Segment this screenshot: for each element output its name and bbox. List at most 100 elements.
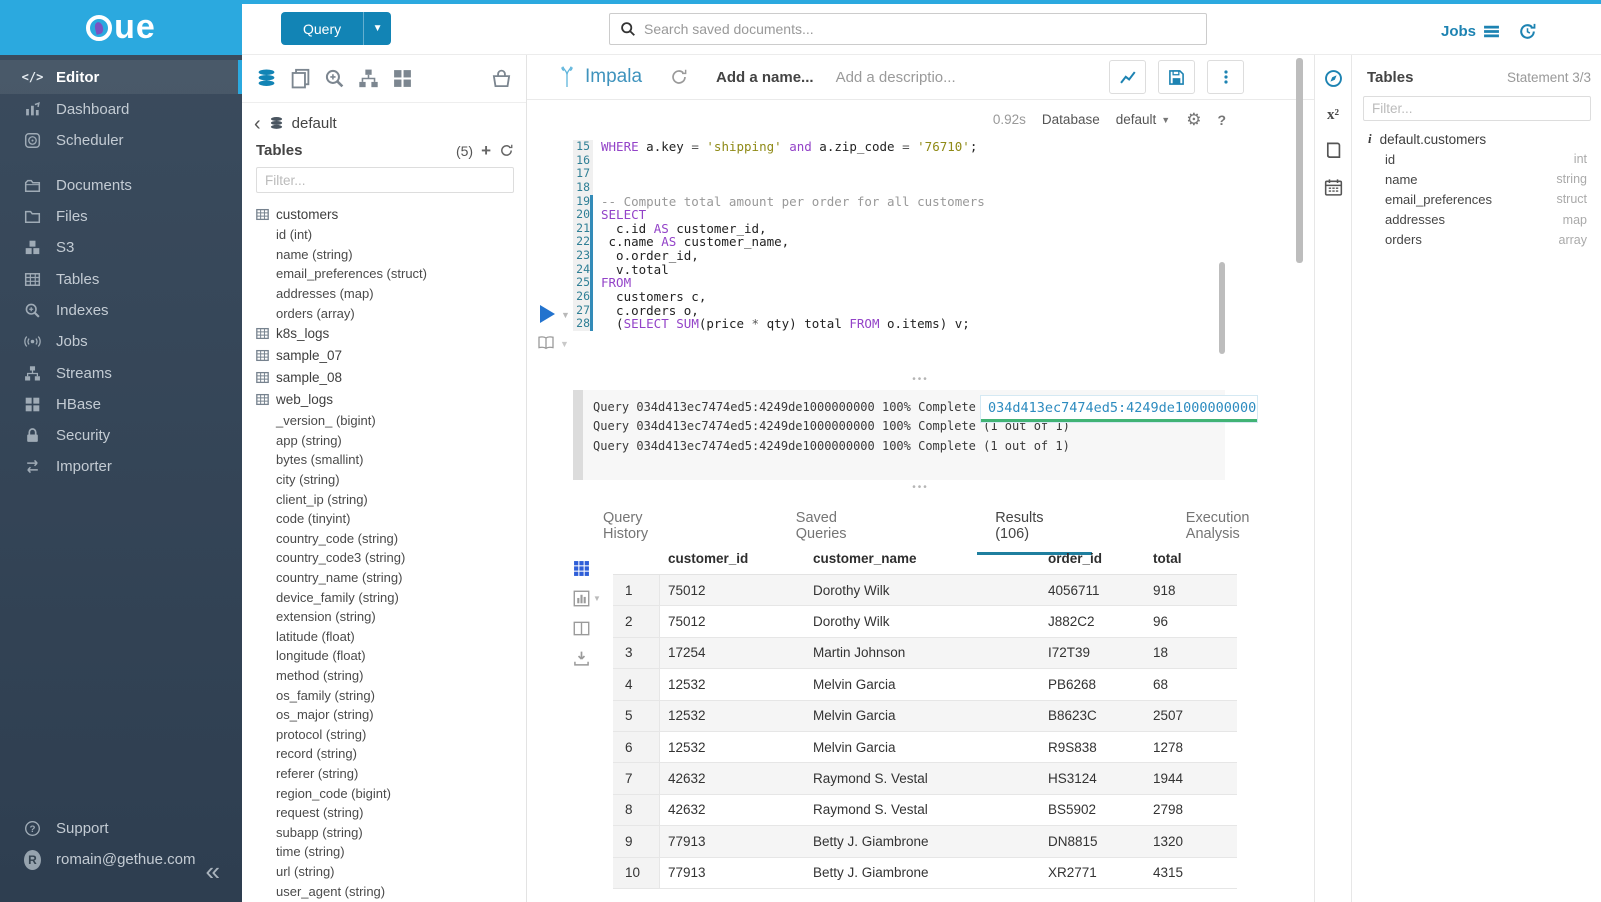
help-icon[interactable]: ? — [1217, 112, 1226, 128]
column-item[interactable]: method (string) — [256, 666, 526, 686]
table-row[interactable]: 175012Dorothy Wilk4056711918 — [613, 575, 1237, 606]
column-item[interactable]: region_code (bigint) — [256, 783, 526, 803]
column-item[interactable]: bytes (smallint) — [256, 450, 526, 470]
sidebar-item-jobs[interactable]: Jobs — [0, 326, 242, 357]
sidebar-item-importer[interactable]: Importer — [0, 451, 242, 482]
code-line-16[interactable]: 16 — [573, 154, 1254, 168]
query-split-button[interactable]: Query ▼ — [281, 12, 391, 45]
column-item[interactable]: os_family (string) — [256, 685, 526, 705]
sidebar-item-s3[interactable]: S3 — [0, 232, 242, 263]
right-column-name[interactable]: namestring — [1352, 169, 1601, 189]
query-history-icon[interactable] — [670, 68, 688, 86]
query-dropdown-caret-icon[interactable]: ▼ — [363, 12, 391, 45]
column-item[interactable]: subapp (string) — [256, 822, 526, 842]
grid-view-icon[interactable] — [573, 560, 590, 577]
column-item[interactable]: time (string) — [256, 842, 526, 862]
execute-options-caret-icon[interactable]: ▼ — [561, 310, 570, 320]
sidebar-item-dashboard[interactable]: Dashboard — [0, 94, 242, 125]
column-item[interactable]: os_major (string) — [256, 705, 526, 725]
assist-filter-input[interactable] — [265, 173, 505, 188]
table-row[interactable]: 977913Betty J. GiambroneDN88151320 — [613, 826, 1237, 857]
column-item[interactable]: country_code (string) — [256, 529, 526, 549]
panel-scrollbar[interactable] — [1296, 58, 1303, 263]
table-row[interactable]: 1077913Betty J. GiambroneXR27714315 — [613, 858, 1237, 889]
column-item[interactable]: addresses (map) — [256, 284, 526, 304]
search-plus-icon[interactable] — [324, 68, 345, 89]
code-line-23[interactable]: 23 o.order_id, — [573, 249, 1254, 263]
storage-bag-icon[interactable] — [491, 68, 512, 89]
column-item[interactable]: country_name (string) — [256, 568, 526, 588]
query-description-field[interactable]: Add a descriptio... — [836, 69, 956, 86]
column-item[interactable]: _version_ (bigint) — [256, 411, 526, 431]
explain-icon[interactable] — [537, 335, 555, 351]
column-header-total[interactable]: total — [1145, 551, 1237, 566]
engine-selector[interactable]: Impala — [557, 65, 642, 89]
active-table[interactable]: i default.customers — [1352, 127, 1601, 149]
sidebar-item-security[interactable]: Security — [0, 420, 242, 451]
history-icon[interactable] — [1518, 22, 1537, 41]
sidebar-item-editor[interactable]: </>Editor — [0, 60, 242, 94]
apps-grid-icon[interactable] — [392, 68, 413, 89]
code-line-26[interactable]: 26 customers c, — [573, 290, 1254, 304]
column-item[interactable]: id (int) — [256, 225, 526, 245]
right-column-orders[interactable]: ordersarray — [1352, 230, 1601, 250]
column-item[interactable]: user_agent (string) — [256, 881, 526, 901]
code-line-24[interactable]: 24 v.total — [573, 263, 1254, 277]
code-line-15[interactable]: 15WHERE a.key = 'shipping' and a.zip_cod… — [573, 140, 1254, 154]
column-item[interactable]: request (string) — [256, 803, 526, 823]
save-button[interactable] — [1158, 60, 1195, 94]
column-header-customer_name[interactable]: customer_name — [805, 551, 1040, 566]
collapse-sidebar-icon[interactable]: « — [206, 858, 220, 884]
column-item[interactable]: record (string) — [256, 744, 526, 764]
code-line-18[interactable]: 18 — [573, 181, 1254, 195]
column-header-order_id[interactable]: order_id — [1040, 551, 1145, 566]
sidebar-item-files[interactable]: Files — [0, 201, 242, 232]
table-row[interactable]: 842632Raymond S. VestalBS59022798 — [613, 795, 1237, 826]
right-column-email_preferences[interactable]: email_preferencesstruct — [1352, 189, 1601, 209]
functions-icon[interactable]: x² — [1315, 107, 1351, 124]
jobs-link[interactable]: Jobs — [1441, 23, 1500, 40]
table-item-k8s_logs[interactable]: k8s_logs — [256, 323, 526, 345]
table-row[interactable]: 612532Melvin GarciaR9S8381278 — [613, 732, 1237, 763]
code-line-28[interactable]: 28 (SELECT SUM(price * qty) total FROM o… — [573, 317, 1254, 331]
back-chevron-icon[interactable]: ‹ — [254, 118, 261, 130]
download-icon[interactable] — [573, 650, 590, 667]
database-dropdown[interactable]: default▼ — [1116, 112, 1170, 127]
sidebar-item-streams[interactable]: Streams — [0, 357, 242, 388]
query-name-field[interactable]: Add a name... — [716, 69, 814, 86]
column-item[interactable]: referer (string) — [256, 764, 526, 784]
column-item[interactable]: country_code3 (string) — [256, 548, 526, 568]
column-item[interactable]: orders (array) — [256, 303, 526, 323]
language-reference-book-icon[interactable] — [1324, 141, 1343, 160]
sidebar-item-scheduler[interactable]: Scheduler — [0, 125, 242, 156]
column-item[interactable]: protocol (string) — [256, 724, 526, 744]
code-line-19[interactable]: 19-- Compute total amount per order for … — [573, 195, 1254, 209]
column-header-customer_id[interactable]: customer_id — [660, 551, 805, 566]
code-line-27[interactable]: 27 c.orders o, — [573, 304, 1254, 318]
column-item[interactable]: client_ip (string) — [256, 489, 526, 509]
search-input[interactable] — [644, 21, 1196, 37]
sidebar-item-hbase[interactable]: HBase — [0, 389, 242, 420]
settings-gear-icon[interactable]: ⚙ — [1186, 110, 1201, 130]
column-item[interactable]: longitude (float) — [256, 646, 526, 666]
sidebar-item-support[interactable]: ? Support — [0, 813, 242, 844]
column-item[interactable]: app (string) — [256, 431, 526, 451]
columns-view-icon[interactable] — [573, 620, 590, 637]
documents-copy-icon[interactable] — [290, 68, 311, 89]
resize-handle-top[interactable]: ••• — [527, 377, 1314, 383]
column-item[interactable]: email_preferences (struct) — [256, 264, 526, 284]
query-button[interactable]: Query — [281, 12, 363, 45]
table-row[interactable]: 742632Raymond S. VestalHS31241944 — [613, 763, 1237, 794]
column-item[interactable]: name (string) — [256, 245, 526, 265]
sidebar-item-tables[interactable]: Tables — [0, 263, 242, 294]
column-item[interactable]: latitude (float) — [256, 627, 526, 647]
resize-handle-bottom[interactable]: ••• — [527, 485, 1314, 491]
table-item-sample_08[interactable]: sample_08 — [256, 367, 526, 389]
code-line-17[interactable]: 17 — [573, 167, 1254, 181]
table-row[interactable]: 317254Martin JohnsonI72T3918 — [613, 638, 1237, 669]
query-id-overlay[interactable]: 034d413ec7474ed5:4249de1000000000 — [981, 396, 1257, 422]
table-item-customers[interactable]: customers — [256, 203, 526, 225]
chart-view-icon[interactable] — [573, 590, 590, 607]
table-row[interactable]: 512532Melvin GarciaB8623C2507 — [613, 701, 1237, 732]
table-row[interactable]: 275012Dorothy WilkJ882C296 — [613, 606, 1237, 637]
